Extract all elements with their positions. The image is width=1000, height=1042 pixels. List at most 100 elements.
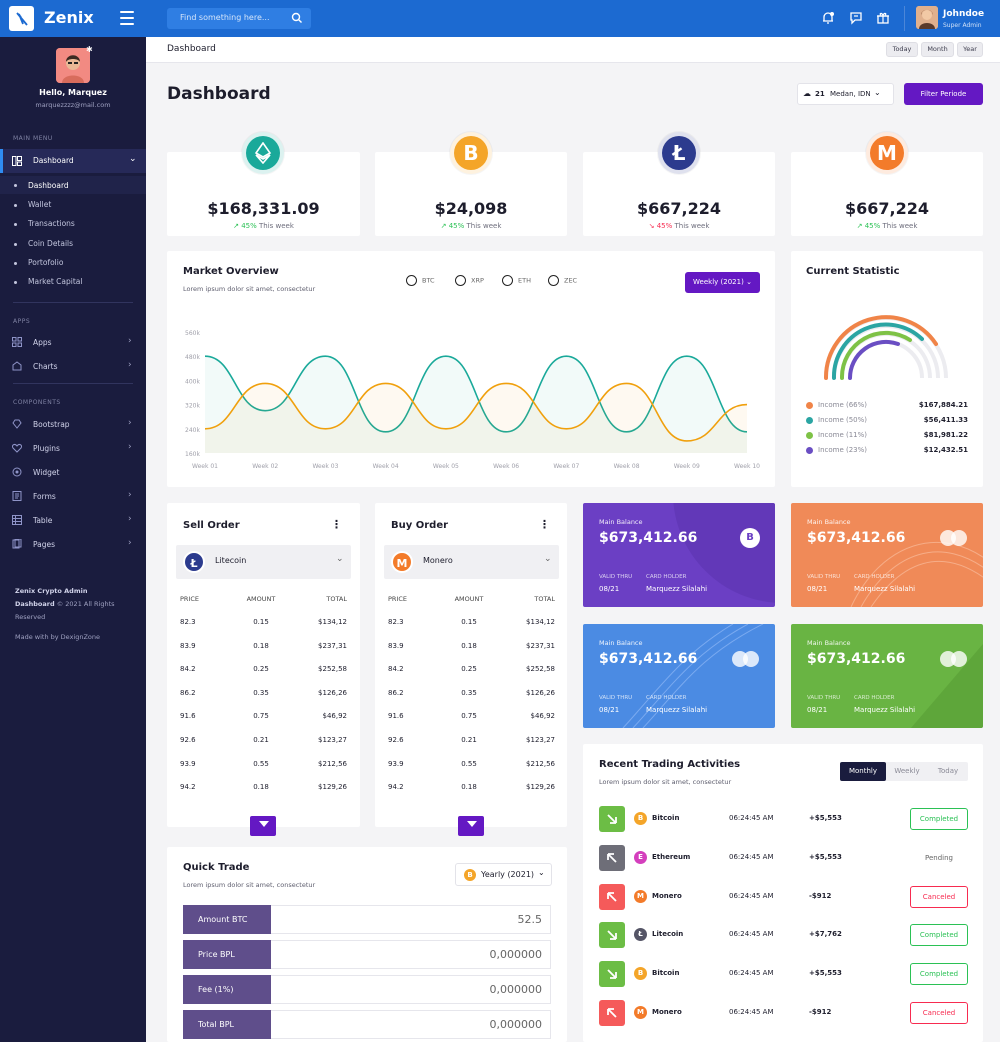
total-bpl-input[interactable]: 0,000000: [271, 1010, 551, 1039]
table-cell: $134,12: [526, 618, 555, 626]
month-button[interactable]: Month: [921, 42, 954, 57]
legend-btc[interactable]: BTC: [406, 275, 435, 286]
valid-thru-value: 08/21: [599, 585, 620, 593]
menu-toggle-icon[interactable]: [120, 11, 134, 29]
sidebar-item-plugins[interactable]: Plugins: [33, 444, 60, 453]
profile-avatar[interactable]: [56, 48, 90, 83]
balance-card[interactable]: Main Balance $673,412.66 B VALID THRU 08…: [583, 503, 775, 607]
more-icon[interactable]: ⋮: [539, 518, 550, 531]
user-avatar[interactable]: [916, 6, 938, 29]
bell-icon[interactable]: [821, 11, 835, 25]
period-dropdown[interactable]: Weekly (2021) ⌄: [685, 272, 760, 293]
balance-amount: $673,412.66: [599, 530, 698, 546]
stat-card: Ł $667,224 ↘ 45% This week: [583, 132, 775, 236]
statistic-row: Income (66%) $167,884.21: [806, 401, 968, 409]
tab-today[interactable]: Today: [937, 767, 959, 775]
statistic-amount: $56,411.33: [923, 416, 968, 424]
status-badge[interactable]: Canceled: [910, 1002, 968, 1024]
sidebar-subitem-wallet[interactable]: Wallet: [28, 200, 52, 209]
balance-label: Main Balance: [599, 639, 643, 647]
table-cell: 0.18: [253, 641, 269, 650]
chevron-right-icon[interactable]: ›: [128, 538, 132, 548]
status-badge[interactable]: Canceled: [910, 885, 968, 908]
chevron-right-icon[interactable]: ›: [128, 442, 132, 452]
radial-chart[interactable]: [818, 310, 954, 382]
logo-icon[interactable]: [9, 6, 34, 31]
sidebar-subitem-dashboard[interactable]: Dashboard: [28, 181, 69, 190]
tab-weekly[interactable]: Weekly: [894, 767, 920, 775]
balance-card[interactable]: Main Balance $673,412.66 VALID THRU 08/2…: [583, 624, 775, 728]
mastercard-icon: [732, 651, 759, 667]
weather-dropdown[interactable]: ☁ 21 Medan, IDN ⌄: [797, 83, 894, 105]
legend-zec[interactable]: ZEC: [548, 275, 577, 286]
legend-eth[interactable]: ETH: [502, 275, 531, 286]
chat-icon[interactable]: [849, 11, 863, 25]
series-line[interactable]: [204, 355, 748, 433]
chevron-right-icon[interactable]: ›: [128, 360, 132, 370]
total-bpl-label: Total BPL: [183, 1010, 271, 1039]
column-header: PRICE: [388, 595, 407, 603]
balance-card[interactable]: Main Balance $673,412.66 VALID THRU 08/2…: [791, 503, 983, 607]
sidebar-subitem-portofolio[interactable]: Portofolio: [28, 258, 64, 267]
amount-btc-input[interactable]: 52.5: [271, 905, 551, 934]
sidebar-item-apps[interactable]: Apps: [33, 338, 52, 347]
balance-card[interactable]: Main Balance $673,412.66 VALID THRU 08/2…: [791, 624, 983, 728]
sidebar-item-table[interactable]: Table: [33, 516, 53, 525]
card-decoration: [673, 503, 775, 603]
gear-icon[interactable]: ✱: [86, 45, 93, 54]
period-dropdown[interactable]: B Yearly (2021) ⌄: [455, 863, 552, 886]
search-input[interactable]: Find something here...: [167, 8, 311, 29]
status-badge[interactable]: Completed: [910, 808, 968, 830]
trade-time: 06:24:45 AM: [729, 969, 774, 978]
y-tick-label: 160k: [185, 451, 200, 458]
sidebar-subitem-coin-details[interactable]: Coin Details: [28, 239, 74, 248]
status-badge[interactable]: Pending: [910, 846, 968, 869]
price-bpl-input[interactable]: 0,000000: [271, 940, 551, 969]
chevron-right-icon[interactable]: ›: [128, 418, 132, 428]
sidebar-item-dashboard[interactable]: Dashboard ⌄: [0, 149, 146, 173]
coin-select[interactable]: Ł Litecoin ⌄: [176, 545, 351, 579]
tab-monthly[interactable]: Monthly: [840, 762, 886, 781]
breadcrumb: Dashboard: [167, 44, 216, 54]
table-cell: $126,26: [526, 688, 555, 697]
table-cell: $134,12: [318, 618, 347, 626]
sidebar-subitem-transactions[interactable]: Transactions: [28, 219, 75, 228]
chevron-down-icon: ⌄: [874, 88, 881, 97]
more-icon[interactable]: ⋮: [331, 518, 342, 531]
status-badge[interactable]: Completed: [910, 963, 968, 986]
app-name[interactable]: Zenix: [44, 8, 94, 27]
table-cell: $252,58: [318, 665, 347, 674]
sidebar-item-charts[interactable]: Charts: [33, 362, 58, 371]
load-more-button[interactable]: [458, 816, 484, 836]
chevron-right-icon[interactable]: ›: [128, 336, 132, 346]
sidebar-item-widget[interactable]: Widget: [33, 468, 60, 477]
sidebar-item-pages[interactable]: Pages: [33, 540, 56, 549]
fee-input[interactable]: 0,000000: [271, 975, 551, 1004]
filter-periode-button[interactable]: Filter Periode: [904, 83, 983, 105]
radio-icon: [548, 275, 559, 286]
series-line[interactable]: [204, 382, 748, 442]
load-more-button[interactable]: [250, 816, 276, 836]
legend-xrp[interactable]: XRP: [455, 275, 484, 286]
chevron-right-icon[interactable]: ›: [128, 490, 132, 500]
balance-label: Main Balance: [599, 518, 643, 526]
user-name[interactable]: Johndoe: [943, 9, 985, 19]
search-placeholder: Find something here...: [180, 13, 270, 22]
card-decoration: [622, 624, 764, 728]
today-button[interactable]: Today: [886, 42, 918, 57]
top-navbar: Zenix Find something here... Johndoe Sup…: [0, 0, 1000, 37]
coin-select[interactable]: M Monero ⌄: [384, 545, 559, 579]
gift-icon[interactable]: [876, 11, 890, 25]
market-chart[interactable]: 560k 480k 400k 320k 240k 160k Week 01 Week 02 We…: [167, 320, 775, 480]
year-button[interactable]: Year: [957, 42, 983, 57]
sidebar-item-forms[interactable]: Forms: [33, 492, 56, 501]
search-icon[interactable]: [291, 12, 303, 24]
chevron-right-icon[interactable]: ›: [128, 514, 132, 524]
x-tick-label: Week 04: [373, 463, 399, 470]
coin-name: Monero: [652, 1008, 682, 1016]
sidebar-item-bootstrap[interactable]: Bootstrap: [33, 420, 70, 429]
statistic-label: Income (11%): [818, 431, 868, 439]
bullet-icon: [14, 223, 17, 226]
sidebar-subitem-market-capital[interactable]: Market Capital: [28, 277, 83, 286]
status-badge[interactable]: Completed: [910, 924, 968, 947]
